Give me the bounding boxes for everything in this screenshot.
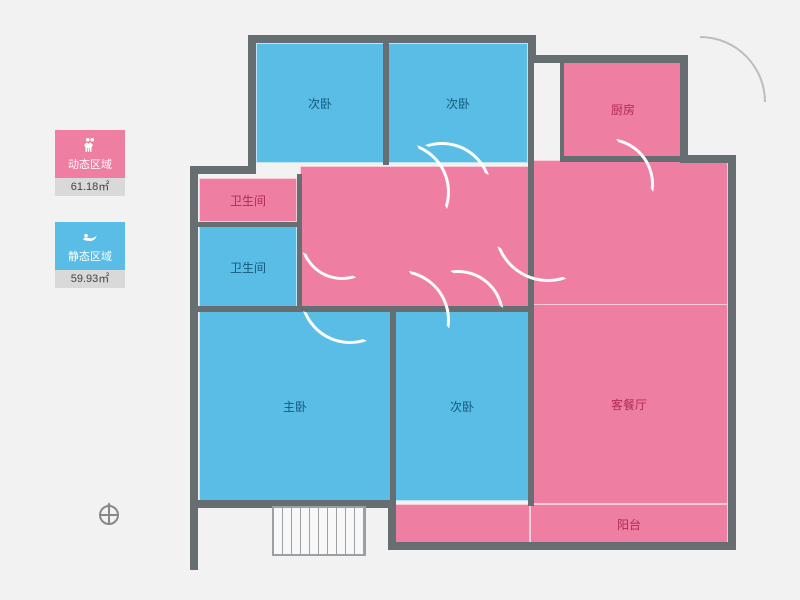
wall-seg-1 [190,166,256,174]
room-bath_lower: 卫生间 [199,226,297,308]
wall-seg-14 [528,55,534,165]
entrance-door-arc [700,36,766,102]
room-label-bath_upper: 卫生间 [230,192,266,209]
legend-dynamic-value: 61.18㎡ [55,178,125,196]
room-label-bedroom_top_right: 次卧 [446,95,470,112]
legend-dynamic-label: 动态区域 [68,156,112,172]
room-label-living_dining: 客餐厅 [611,396,647,413]
wall-seg-9 [388,542,736,550]
wall-seg-3 [248,35,536,43]
room-label-bedroom_top_left: 次卧 [308,95,332,112]
room-balcony: 阳台 [530,504,728,544]
wall-seg-5 [528,55,688,63]
room-label-master_bedroom: 主卧 [283,398,307,415]
wall-seg-16 [197,222,301,227]
wall-seg-8 [728,155,736,550]
room-bedroom_top_left: 次卧 [256,43,384,163]
wall-seg-13 [383,43,389,165]
wall-seg-19 [528,160,534,506]
room-balcony_left [395,504,530,544]
wall-seg-6 [680,55,688,163]
compass-icon [96,500,122,526]
legend-static: 静态区域 59.93㎡ [55,222,125,288]
room-label-bath_lower: 卫生间 [230,259,266,276]
room-label-bedroom_bottom_r: 次卧 [450,398,474,415]
room-label-balcony: 阳台 [617,516,641,533]
room-bedroom_bottom_r: 次卧 [395,311,529,501]
wall-seg-18 [390,310,396,502]
room-label-kitchen: 厨房 [611,101,635,118]
room-living_dining: 客餐厅 [530,304,728,504]
sleep-icon [81,228,99,246]
legend-static-value: 59.93㎡ [55,270,125,288]
balcony-rail [272,506,366,556]
legend-static-label: 静态区域 [68,248,112,264]
wall-seg-2 [248,35,256,174]
people-icon [81,136,99,154]
legend-static-box: 静态区域 [55,222,125,270]
legend-dynamic-box: 动态区域 [55,130,125,178]
wall-seg-15 [297,174,302,308]
legend-dynamic: 动态区域 61.18㎡ [55,130,125,196]
wall-seg-12 [190,562,198,570]
wall-seg-20 [560,60,564,160]
room-bath_upper: 卫生间 [199,178,297,222]
